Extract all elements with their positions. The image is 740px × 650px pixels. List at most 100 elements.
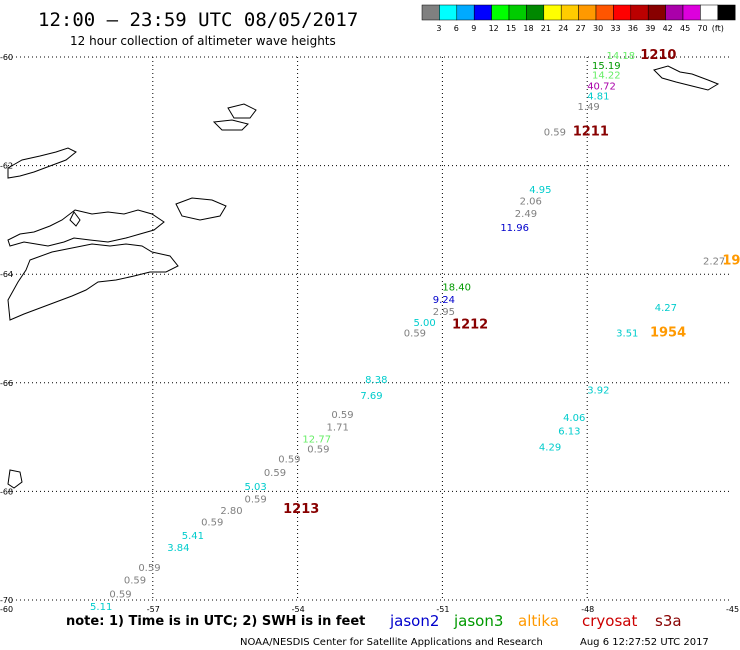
wave-height-value: 7.69 [360, 391, 382, 402]
pass-time-label: 19 [722, 253, 740, 268]
wave-height-value: 4.81 [587, 91, 609, 102]
colorbar-label: 36 [628, 24, 638, 33]
satellite-jason3: jason3 [453, 612, 503, 630]
y-tick-label: -70 [0, 596, 13, 605]
y-tick-label: -68 [0, 487, 13, 496]
pass-time-label: 1954 [650, 326, 686, 341]
colorbar-swatch [630, 4, 649, 21]
map-grid: -57 -54 -51 -48 -45-60-62-64-66-68-70-60 [0, 53, 739, 614]
wave-height-value: 2.80 [220, 506, 242, 517]
y-tick-label: -62 [0, 162, 13, 171]
wave-height-value: 5.03 [245, 482, 267, 493]
colorbar-label: 70 [697, 24, 707, 33]
wave-height-value: 0.59 [245, 494, 267, 505]
x-tick-label: -57 [147, 605, 160, 614]
colorbar-label: 27 [576, 24, 586, 33]
colorbar-swatch [717, 4, 736, 21]
colorbar-swatch [526, 4, 545, 21]
colorbar-swatch [421, 4, 440, 21]
satellite-altika: altika [518, 612, 559, 630]
wave-height-value: 0.59 [109, 589, 131, 600]
colorbar-swatch [491, 4, 510, 21]
y-tick-label: -64 [0, 270, 13, 279]
pass-time-label: 1212 [452, 318, 488, 333]
satellite-legend: jason2 jason3 altika cryosat s3a [389, 612, 682, 630]
pass-time-label: 1213 [283, 502, 319, 517]
island-d [653, 65, 720, 91]
satellite-jason2: jason2 [389, 612, 439, 630]
wave-height-value: 0.59 [307, 444, 329, 455]
colorbar-label: 18 [523, 24, 533, 33]
wave-height-value: 2.95 [433, 307, 455, 318]
colorbar-swatch [543, 4, 562, 21]
colorbar-label: 9 [471, 24, 476, 33]
wave-height-value: 2.06 [520, 197, 542, 208]
colorbar-swatch [595, 4, 614, 21]
wave-height-value: 0.59 [331, 410, 353, 421]
coastline [7, 65, 720, 489]
colorbar-label: 42 [663, 24, 673, 33]
colorbar-label: 3 [436, 24, 441, 33]
colorbar-swatch [456, 4, 475, 21]
y-tick-label: -66 [0, 379, 13, 388]
wave-height-value: 5.11 [90, 602, 112, 613]
colorbar-label: 24 [558, 24, 568, 33]
colorbar-label: 21 [541, 24, 551, 33]
colorbar-swatch [473, 4, 492, 21]
wave-height-value: 14.22 [592, 71, 621, 82]
island-e [7, 469, 23, 489]
pass-labels: 1210 1211 1212 1213 1954 19 [283, 48, 740, 517]
wave-height-value: 0.59 [138, 563, 160, 574]
wave-height-value: 12.77 [302, 435, 331, 446]
satellite-s3a: s3a [655, 612, 682, 630]
wave-height-value: 9.24 [433, 295, 455, 306]
wave-height-value: 0.59 [278, 455, 300, 466]
colorbar-label: 45 [680, 24, 690, 33]
x-tick-label: -54 [292, 605, 305, 614]
island-c [212, 119, 249, 131]
corner-tick-label: -60 [0, 605, 13, 614]
wave-height-value: 5.41 [182, 531, 204, 542]
wave-height-value: 40.72 [587, 82, 616, 93]
footer-timestamp: Aug 6 12:27:52 UTC 2017 [580, 637, 709, 648]
colorbar-swatch [700, 4, 719, 21]
wave-height-value: 18.40 [442, 282, 471, 293]
wave-height-value: 15.19 [592, 61, 621, 72]
wave-height-value: 5.00 [413, 318, 435, 329]
wave-height-value: 8.38 [365, 375, 387, 386]
colorbar-swatch [665, 4, 684, 21]
wave-height-value: 14.18 [607, 51, 636, 62]
colorbar-label: 39 [645, 24, 655, 33]
colorbar-swatch [560, 4, 579, 21]
wave-height-value: 0.59 [201, 518, 223, 529]
colorbar-swatch [578, 4, 597, 21]
island-b [227, 103, 257, 119]
peninsula-coast [7, 147, 77, 179]
colorbar-legend: 3 6 9 12 15 18 21 24 27 30 33 36 39 42 45 70 (ft) [421, 4, 736, 33]
x-tick-label: -48 [581, 605, 594, 614]
colorbar-label: 6 [454, 24, 459, 33]
footer-note: note: 1) Time is in UTC; 2) SWH is in fe… [66, 614, 365, 629]
wave-height-value: 6.13 [558, 426, 580, 437]
wave-height-value: 0.59 [264, 468, 286, 479]
wave-height-value: 1.49 [578, 102, 600, 113]
colorbar-label: 33 [610, 24, 620, 33]
pass-time-label: 1211 [573, 125, 609, 140]
peninsula-coast-2 [7, 209, 165, 247]
colorbar-label: 12 [489, 24, 499, 33]
colorbar-swatch [613, 4, 632, 21]
colorbar-unit: (ft) [712, 24, 724, 33]
satellite-cryosat: cryosat [582, 612, 637, 630]
colorbar-label: 15 [506, 24, 516, 33]
colorbar-swatch [508, 4, 527, 21]
x-tick-label: -45 [726, 605, 739, 614]
colorbar-swatch [647, 4, 666, 21]
colorbar-label: 30 [593, 24, 603, 33]
wave-height-value: 2.49 [515, 209, 537, 220]
island-a [175, 197, 227, 221]
chart-subtitle: 12 hour collection of altimeter wave hei… [70, 34, 336, 48]
x-tick-label: -51 [436, 605, 449, 614]
colorbar-swatch [439, 4, 458, 21]
